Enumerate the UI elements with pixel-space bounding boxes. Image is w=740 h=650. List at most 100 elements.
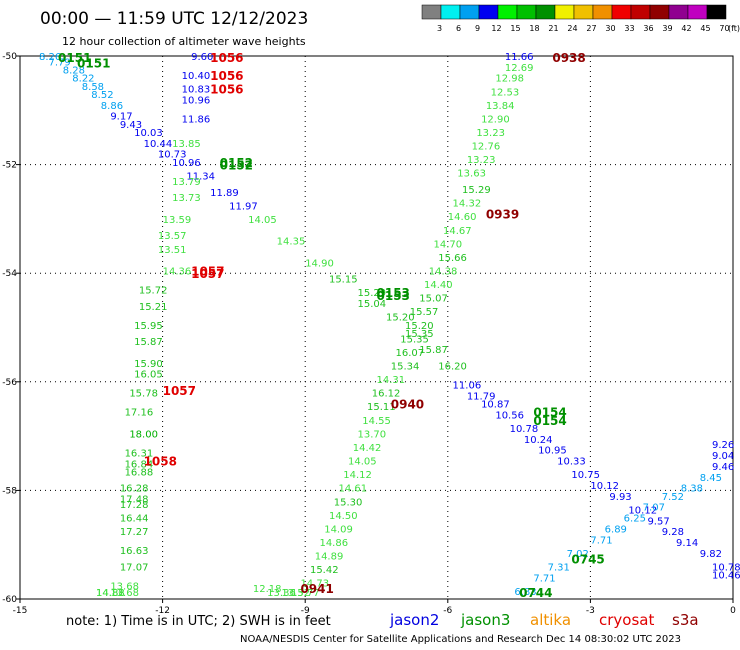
colorbar-swatch: [478, 4, 499, 20]
pass-time-label: 0152: [220, 156, 253, 170]
wave-height-label: 11.34: [186, 171, 215, 182]
wave-height-label: 8.58: [82, 82, 104, 93]
wave-height-label: 13.63: [457, 169, 486, 180]
colorbar-label: 36: [643, 24, 653, 33]
wave-height-label: 9.26: [712, 440, 734, 451]
wave-height-label: 14.61: [338, 484, 367, 495]
colorbar-label: 30: [605, 24, 615, 33]
wave-height-label: 16.07: [396, 348, 425, 359]
wave-height-label: 10.24: [524, 435, 553, 446]
wave-height-label: 16.12: [372, 389, 401, 400]
wave-height-label: 10.87: [481, 400, 510, 411]
pass-time-label: 0154: [533, 414, 566, 428]
wave-height-label: 13.51: [158, 245, 187, 256]
y-tick-label: -58: [2, 486, 17, 496]
footer-credit: NOAA/NESDIS Center for Satellite Applica…: [240, 634, 681, 645]
x-tick-label: -12: [155, 606, 170, 616]
wave-height-label: 15.07: [419, 294, 448, 305]
wave-height-label: 14.90: [305, 258, 334, 269]
wave-height-label: 7.31: [548, 562, 570, 573]
wave-height-label: 14.38: [429, 266, 458, 277]
colorbar-swatch: [668, 4, 689, 20]
wave-height-label: 15.35: [400, 334, 429, 345]
wave-height-label: 9.82: [700, 549, 722, 560]
wave-height-label: 10.44: [144, 139, 173, 150]
colorbar-label: 3: [437, 24, 442, 33]
wave-height-label: 11.66: [505, 52, 534, 63]
wave-height-label: 7.71: [590, 535, 612, 546]
colorbar-legend: 3 6 9 12 15 18 21 24 27 30 33 36 39 42 45 70: [421, 4, 730, 33]
wave-height-label: 7.71: [533, 573, 555, 584]
wave-height-label: 7.79: [49, 57, 71, 68]
wave-height-label: 11.06: [453, 381, 482, 392]
wave-height-label: 16.63: [120, 546, 149, 557]
wave-height-label: 10.78: [510, 424, 539, 435]
wave-height-label: 15.20: [386, 313, 415, 324]
wave-height-label: 15.35: [405, 329, 434, 340]
wave-height-label: 13.73: [172, 193, 201, 204]
wave-height-label: 15.90: [134, 359, 163, 370]
x-tick-label: -9: [301, 606, 310, 616]
plot-frame: [19, 55, 734, 600]
wave-height-label: 10.95: [538, 446, 567, 457]
wave-height-label: 6.89: [605, 524, 627, 535]
wave-height-label: 9.46: [712, 462, 734, 473]
wave-height-label: 12.90: [481, 114, 510, 125]
wave-height-label: 9.14: [676, 538, 698, 549]
wave-height-label: 11.97: [229, 201, 258, 212]
wave-height-label: 13.52: [281, 588, 310, 599]
wave-height-label: 10.12: [628, 505, 657, 516]
legend-cryosat: cryosat: [599, 611, 654, 629]
colorbar-swatch: [421, 4, 442, 20]
legend-altika: altika: [530, 611, 571, 629]
colorbar-unit: (ft): [728, 24, 740, 33]
pass-time-label: 0744: [519, 586, 552, 600]
wave-height-label: 11.86: [182, 114, 211, 125]
y-tick-label: -52: [2, 161, 17, 171]
colorbar-swatch: [497, 4, 518, 20]
wave-height-label: 15.20: [405, 321, 434, 332]
pass-time-label: 0941: [300, 582, 333, 596]
wave-height-label: 14.36: [163, 266, 192, 277]
pass-time-label: 1057: [191, 267, 224, 281]
wave-height-label: 13.85: [172, 139, 201, 150]
wave-height-label: 10.40: [182, 71, 211, 82]
colorbar-swatch: [554, 4, 575, 20]
colorbar-swatch: [516, 4, 537, 20]
y-tick-label: -56: [2, 378, 17, 388]
pass-time-label: 0154: [533, 406, 566, 420]
wave-height-label: 6.25: [624, 514, 646, 525]
wave-height-label: 7.02: [567, 549, 589, 560]
wave-height-label: 14.70: [434, 239, 463, 250]
colorbar-swatch: [573, 4, 594, 20]
footer-note: note: 1) Time is in UTC; 2) SWH is in fe…: [66, 614, 331, 629]
colorbar-swatch: [687, 4, 708, 20]
wave-height-label: 13.59: [163, 215, 192, 226]
colorbar-swatch: [706, 4, 727, 20]
wave-height-label: 14.31: [377, 375, 406, 386]
wave-height-label: 14.55: [362, 416, 391, 427]
wave-height-label: 10.12: [590, 481, 619, 492]
colorbar-swatch: [611, 4, 632, 20]
colorbar-label: 39: [662, 24, 672, 33]
wave-height-label: 14.86: [319, 538, 348, 549]
axis-ticks: -15 -12 -9 -6 -3 0 -50 -52 -54 -56 -58 -60: [2, 52, 736, 616]
colorbar-swatch: [649, 4, 670, 20]
wave-height-label: 10.96: [182, 95, 211, 106]
wave-height-label: 9.28: [662, 527, 684, 538]
wave-height-label: 15.87: [419, 345, 448, 356]
wave-height-label: 17.16: [125, 408, 154, 419]
wave-height-label: 14.42: [353, 443, 382, 454]
wave-height-label: 15.34: [391, 362, 420, 373]
wave-height-label: 16.28: [120, 484, 149, 495]
pass-time-label: 0940: [391, 398, 424, 412]
legend-jason2: jason2: [389, 611, 439, 629]
x-tick-label: -15: [13, 606, 28, 616]
wave-height-label: 8.28: [63, 66, 85, 77]
pass-time-label: 1057: [163, 384, 196, 398]
wave-height-label: 15.66: [438, 253, 467, 264]
wave-height-label: 10.56: [495, 410, 524, 421]
wave-height-label: 17.28: [120, 500, 149, 511]
wave-height-label: 9.17: [110, 112, 132, 123]
